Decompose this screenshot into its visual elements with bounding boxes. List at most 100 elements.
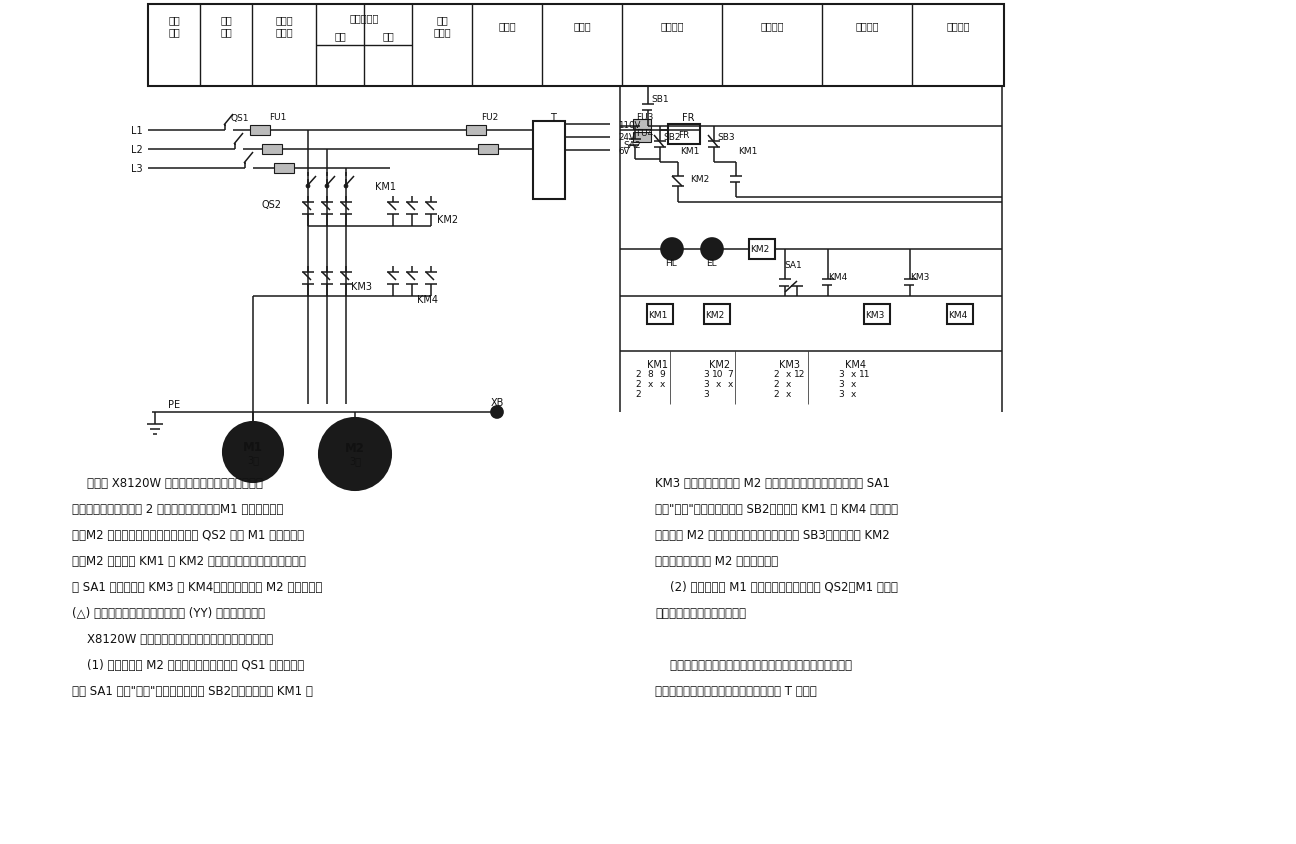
Bar xyxy=(647,305,673,325)
Text: SA2: SA2 xyxy=(623,140,640,149)
Text: SB3: SB3 xyxy=(717,133,735,141)
Circle shape xyxy=(306,185,310,189)
Bar xyxy=(273,164,294,174)
Text: 冷却泵
电动机: 冷却泵 电动机 xyxy=(275,15,293,37)
Text: 24V: 24V xyxy=(618,133,635,143)
Text: EL: EL xyxy=(706,259,717,268)
Text: KM1: KM1 xyxy=(739,148,758,156)
Text: FU4: FU4 xyxy=(636,128,653,138)
Text: 110V: 110V xyxy=(618,121,640,129)
Text: SB2: SB2 xyxy=(664,133,680,141)
Bar xyxy=(632,133,651,143)
Text: (1) 铣头电动机 M2 的控制。合总电源开关 QS1 后，把双速: (1) 铣头电动机 M2 的控制。合总电源开关 QS1 后，把双速 xyxy=(73,658,305,671)
Bar xyxy=(749,240,775,260)
Text: KM2: KM2 xyxy=(691,176,710,184)
Text: 短路
保护: 短路 保护 xyxy=(220,15,232,37)
Text: KM3 吸合，铣头电动机 M2 低速正方向运转。若把双速开关 SA1: KM3 吸合，铣头电动机 M2 低速正方向运转。若把双速开关 SA1 xyxy=(654,476,890,490)
Text: 3: 3 xyxy=(839,390,844,399)
Text: 3: 3 xyxy=(704,380,709,389)
Text: 铣头低速: 铣头低速 xyxy=(855,21,879,31)
Bar xyxy=(947,305,973,325)
Text: SA1: SA1 xyxy=(784,260,802,269)
Text: 照明灯: 照明灯 xyxy=(573,21,591,31)
Circle shape xyxy=(491,407,503,419)
Text: KM4: KM4 xyxy=(828,272,848,281)
Bar xyxy=(632,120,651,130)
Text: FU2: FU2 xyxy=(481,113,499,122)
Text: x: x xyxy=(660,380,665,389)
Text: KM4: KM4 xyxy=(949,310,968,319)
Text: 6V: 6V xyxy=(618,146,630,155)
Text: KM1: KM1 xyxy=(647,360,667,370)
Text: FR: FR xyxy=(678,130,689,139)
Text: 机，M2 为双速铣头电动机。转换开关 QS2 控制 M1 的起动和停: 机，M2 为双速铣头电动机。转换开关 QS2 控制 M1 的起动和停 xyxy=(73,528,305,541)
Text: FU1: FU1 xyxy=(270,113,286,122)
Text: 头电动机 M2 高速正方向运转，若压下按钮 SB3，则接触器 KM2: 头电动机 M2 高速正方向运转，若压下按钮 SB3，则接触器 KM2 xyxy=(654,528,890,541)
Text: KM1: KM1 xyxy=(680,148,700,156)
Text: 铣头电动机: 铣头电动机 xyxy=(350,13,378,23)
Text: QS1: QS1 xyxy=(231,113,249,122)
Text: 3: 3 xyxy=(839,370,844,379)
Text: x: x xyxy=(715,380,721,389)
Text: KM3: KM3 xyxy=(351,282,372,292)
Text: 主电路和控制回路均有熔断器作短路保护，铣头电动机设有: 主电路和控制回路均有熔断器作短路保护，铣头电动机设有 xyxy=(654,658,851,671)
Bar xyxy=(704,305,730,325)
Text: (△) 联接低速运转，或接成双星形 (YY) 联接高速运转。: (△) 联接低速运转，或接成双星形 (YY) 联接高速运转。 xyxy=(73,606,264,619)
Text: x: x xyxy=(785,390,791,399)
Text: 止。M2 由接触器 KM1 和 KM2 控制其正反方向运转；由双速开: 止。M2 由接触器 KM1 和 KM2 控制其正反方向运转；由双速开 xyxy=(73,555,306,567)
Text: X8120W 万能工具铣的控制电路主要有下述几部分；: X8120W 万能工具铣的控制电路主要有下述几部分； xyxy=(73,632,273,645)
Text: 高速: 高速 xyxy=(382,31,394,41)
Bar xyxy=(533,122,565,200)
Circle shape xyxy=(319,419,391,490)
Text: x: x xyxy=(785,380,791,389)
Text: FU3: FU3 xyxy=(636,113,653,122)
Bar xyxy=(467,126,486,136)
Text: KM2: KM2 xyxy=(709,360,731,370)
Text: KM3: KM3 xyxy=(779,360,801,370)
Text: FR: FR xyxy=(682,113,695,123)
Text: 低速: 低速 xyxy=(334,31,346,41)
Bar xyxy=(262,145,283,154)
Text: 8: 8 xyxy=(647,370,653,379)
Text: x: x xyxy=(647,380,653,389)
Text: 2: 2 xyxy=(635,390,640,399)
Text: 3: 3 xyxy=(704,370,709,379)
Text: x: x xyxy=(850,390,855,399)
Text: 中可以看出，主电路有 2 台三相异步电动机，M1 为冷却泵电动: 中可以看出，主电路有 2 台三相异步电动机，M1 为冷却泵电动 xyxy=(73,502,284,516)
Text: KM1: KM1 xyxy=(375,181,395,192)
Text: 10: 10 xyxy=(713,370,723,379)
Text: M1: M1 xyxy=(244,441,263,454)
Bar xyxy=(864,305,890,325)
Bar xyxy=(148,5,1004,87)
Text: KM2: KM2 xyxy=(750,246,770,254)
Text: 9: 9 xyxy=(660,370,665,379)
Text: 铣头正转: 铣头正转 xyxy=(660,21,684,31)
Text: 3～: 3～ xyxy=(349,456,362,465)
Text: x: x xyxy=(850,380,855,389)
Text: 11: 11 xyxy=(859,370,871,379)
Text: KM4: KM4 xyxy=(417,295,438,305)
Text: QS2: QS2 xyxy=(262,200,283,210)
Text: 开关 SA1 扳到"低速"位置，压下按钮 SB2，此时接触器 KM1 和: 开关 SA1 扳到"低速"位置，压下按钮 SB2，此时接触器 KM1 和 xyxy=(73,684,312,697)
Text: 所示为 X8120W 型万能工具铣电气原理图。在图: 所示为 X8120W 型万能工具铣电气原理图。在图 xyxy=(73,476,263,490)
Text: KM1: KM1 xyxy=(648,310,667,319)
Text: KM3: KM3 xyxy=(910,272,929,281)
Text: 12: 12 xyxy=(794,370,806,379)
Text: 3: 3 xyxy=(839,380,844,389)
Text: 2: 2 xyxy=(635,370,640,379)
Text: 铣头反转: 铣头反转 xyxy=(761,21,784,31)
Text: 扳到"高速"位置，压下按钮 SB2，接触器 KM1 和 KM4 吸合，铣: 扳到"高速"位置，压下按钮 SB2，接触器 KM1 和 KM4 吸合，铣 xyxy=(654,502,898,516)
Text: x: x xyxy=(727,380,732,389)
Text: 2: 2 xyxy=(774,380,779,389)
Text: L2: L2 xyxy=(131,145,143,154)
Text: KM3: KM3 xyxy=(866,310,885,319)
Circle shape xyxy=(343,185,349,189)
Text: XB: XB xyxy=(490,398,504,408)
Text: KM2: KM2 xyxy=(438,214,459,225)
Text: 铣头高速: 铣头高速 xyxy=(946,21,969,31)
Text: SB1: SB1 xyxy=(651,95,669,105)
Text: 3: 3 xyxy=(704,390,709,399)
Text: 吸合，铣头电动机 M2 反方向运转。: 吸合，铣头电动机 M2 反方向运转。 xyxy=(654,555,778,567)
Circle shape xyxy=(701,239,723,261)
Text: 热继电器作过载保护。照明电路由变压器 T 供电。: 热继电器作过载保护。照明电路由变压器 T 供电。 xyxy=(654,684,816,697)
